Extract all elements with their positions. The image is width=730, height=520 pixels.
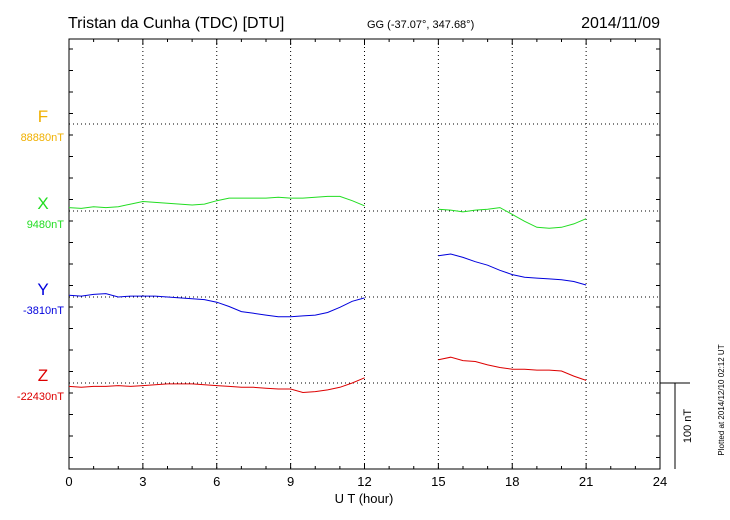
plotted-timestamp: Plotted at 2014/12/10 02:12 UT	[717, 344, 726, 455]
date-label: 2014/11/09	[581, 15, 660, 32]
x-tick-label: 3	[139, 474, 146, 489]
scale-bar-label: 100 nT	[682, 409, 694, 444]
x-tick-label: 12	[357, 474, 371, 489]
series-baseline-z: -22430nT	[17, 391, 64, 403]
series-baseline-x: 9480nT	[27, 219, 65, 231]
series-line-z	[68, 377, 365, 394]
series-line-y	[68, 293, 365, 318]
x-axis-label: U T (hour)	[335, 491, 394, 506]
series-name-x: X	[37, 194, 48, 213]
x-tick-label: 9	[287, 474, 294, 489]
x-tick-label: 18	[505, 474, 519, 489]
series-lines	[68, 195, 587, 394]
series-line-x	[438, 207, 587, 229]
x-tick-labels: 0 3 6 9 12 15 18 21 24	[65, 474, 667, 489]
series-line-z	[438, 356, 587, 381]
series-baseline-f: 88880nT	[21, 132, 65, 144]
series-labels: F 88880nT X 9480nT Y -3810nT Z -22430nT	[17, 107, 64, 403]
station-title: Tristan da Cunha (TDC) [DTU]	[68, 15, 284, 32]
series-name-y: Y	[37, 280, 48, 299]
series-name-z: Z	[38, 366, 48, 385]
x-tick-label: 21	[579, 474, 593, 489]
series-baseline-y: -3810nT	[23, 305, 64, 317]
series-name-f: F	[38, 107, 48, 126]
coordinates-label: GG (-37.07°, 347.68°)	[367, 19, 474, 31]
grid	[69, 39, 660, 469]
axis-ticks	[68, 39, 661, 469]
x-tick-label: 0	[65, 474, 72, 489]
x-tick-label: 15	[431, 474, 445, 489]
x-tick-label: 24	[653, 474, 667, 489]
x-tick-label: 6	[213, 474, 220, 489]
series-line-y	[438, 253, 587, 286]
series-line-x	[68, 195, 365, 209]
scale-bar: 100 nT	[660, 382, 694, 469]
